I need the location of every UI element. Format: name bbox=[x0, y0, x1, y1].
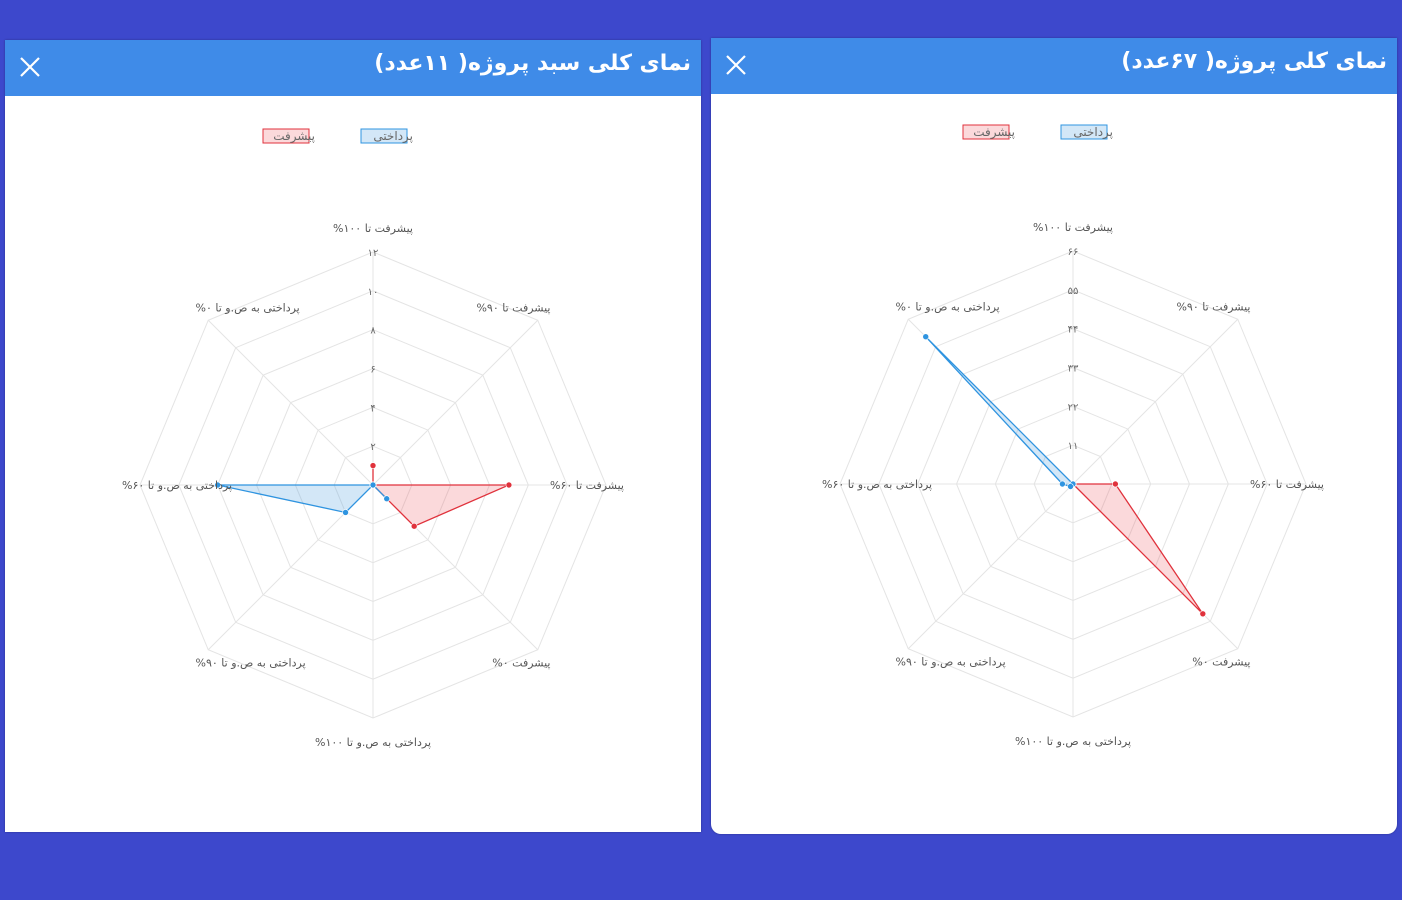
axis-label: پیشرفت تا ۱۰۰% bbox=[333, 222, 413, 235]
axis-label: پیشرفت تا ۱۰۰% bbox=[1033, 221, 1113, 234]
axis-label: پیشرفت تا ۶۰% bbox=[1250, 478, 1324, 491]
legend-swatch bbox=[262, 128, 310, 144]
tick-label: ۸ bbox=[370, 326, 376, 337]
radar-chart: ۲ ۴ ۶ ۸ ۱۰ ۱۲ پیشرفت تا ۱۰۰% پیشرفت تا ۹۰% پیشرف… bbox=[122, 128, 624, 749]
data-point[interactable] bbox=[342, 509, 349, 516]
data-point[interactable] bbox=[922, 333, 930, 341]
grid-spoke bbox=[372, 319, 539, 486]
series-area bbox=[372, 465, 510, 527]
grid-spoke bbox=[207, 319, 374, 486]
data-point[interactable] bbox=[1059, 480, 1066, 488]
data-point[interactable] bbox=[1112, 480, 1119, 488]
series-progress bbox=[369, 462, 513, 530]
axis-label: پیشرفت تا ۹۰% bbox=[1176, 301, 1250, 314]
axis-label: پرداختی به ص.و تا ۹۰% bbox=[896, 655, 1006, 668]
panel-header: نمای کلی پروژه( ۶۷عدد) bbox=[711, 38, 1397, 94]
axis-label: پرداختی به ص.و تا ۹۰% bbox=[196, 656, 306, 669]
close-icon[interactable] bbox=[723, 52, 749, 78]
tick-label: ۴ bbox=[370, 403, 375, 414]
axis-label: پرداختی به ص.و تا ۱۰۰% bbox=[315, 736, 431, 749]
legend-swatch bbox=[1060, 124, 1108, 140]
legend-item[interactable]: پرداختی bbox=[1060, 124, 1113, 140]
tick-label: ۲ bbox=[370, 442, 375, 453]
tick-label: ۱۱ bbox=[1068, 441, 1079, 452]
tick-label: ۱۰ bbox=[368, 287, 379, 298]
legend-label: پیشرفت bbox=[973, 125, 1015, 140]
data-point[interactable] bbox=[410, 522, 418, 530]
series-area bbox=[1071, 483, 1204, 615]
grid-spoke bbox=[907, 483, 1074, 650]
legend-item[interactable]: پیشرفت bbox=[962, 124, 1015, 140]
legend-swatch bbox=[962, 124, 1010, 140]
axis-label: پیشرفت تا ۶۰% bbox=[550, 479, 624, 492]
axis-label: پرداختی به ص.و تا ۶۰% bbox=[822, 478, 932, 491]
legend-label: پرداختی bbox=[1073, 125, 1113, 140]
axis-label: پرداختی به ص.و تا ۱۰۰% bbox=[1015, 735, 1131, 748]
legend-label: پرداختی bbox=[373, 129, 413, 144]
data-point[interactable] bbox=[369, 481, 377, 489]
legend: پرداختی پیشرفت bbox=[962, 124, 1113, 140]
series-area bbox=[217, 484, 388, 514]
legend-swatch bbox=[360, 128, 408, 144]
legend: پرداختی پیشرفت bbox=[262, 128, 413, 144]
series-payment bbox=[922, 333, 1077, 490]
axis-label: پرداختی به ص.و تا ۰% bbox=[896, 301, 1000, 314]
tick-label: ۱۲ bbox=[368, 248, 379, 259]
panel-header: نمای کلی سبد پروژه( ۱۱عدد) bbox=[5, 40, 701, 96]
close-icon[interactable] bbox=[17, 54, 43, 80]
data-point[interactable] bbox=[1199, 610, 1207, 618]
subportfolio-overview-panel: نمای کلی سبد پروژه( ۱۱عدد) ۲ ۴ ۶ ۸ ۱۰ ۱۲ پیشرف… bbox=[5, 40, 701, 832]
radar-grid bbox=[839, 250, 1307, 718]
series-payment bbox=[214, 481, 391, 516]
panel-title: نمای کلی پروژه( ۶۷عدد) bbox=[1121, 49, 1387, 74]
tick-label: ۶۶ bbox=[1068, 247, 1079, 258]
radar-chart: ۱۱ ۲۲ ۳۳ ۴۴ ۵۵ ۶۶ پیشرفت تا ۱۰۰% پیشرفت تا ۹۰% پ… bbox=[822, 124, 1324, 748]
axis-label: پیشرفت ۰% bbox=[492, 656, 550, 669]
tick-label: ۵۵ bbox=[1068, 286, 1079, 297]
axis-label: پرداختی به ص.و تا ۰% bbox=[196, 302, 300, 315]
legend-label: پیشرفت bbox=[273, 129, 315, 144]
legend-item[interactable]: پیشرفت bbox=[262, 128, 315, 144]
data-point[interactable] bbox=[505, 481, 513, 489]
series-progress bbox=[1069, 480, 1207, 618]
tick-label: ۶ bbox=[370, 365, 375, 376]
tick-label: ۲۲ bbox=[1068, 402, 1079, 413]
project-overview-panel: نمای کلی پروژه( ۶۷عدد) ۱۱ ۲۲ ۳۳ ۴۴ ۵۵ ۶۶ پیشرف… bbox=[711, 38, 1397, 834]
grid-spoke bbox=[1072, 318, 1239, 485]
data-point[interactable] bbox=[214, 481, 221, 489]
tick-label: ۴۴ bbox=[1068, 325, 1079, 336]
panel-title: نمای کلی سبد پروژه( ۱۱عدد) bbox=[374, 51, 691, 76]
data-point[interactable] bbox=[1067, 483, 1074, 490]
axis-label: پرداختی به ص.و تا ۶۰% bbox=[122, 479, 232, 492]
data-point[interactable] bbox=[369, 462, 377, 469]
axis-label: پیشرفت تا ۹۰% bbox=[476, 302, 550, 315]
legend-item[interactable]: پرداختی bbox=[360, 128, 413, 144]
tick-label: ۳۳ bbox=[1068, 364, 1079, 375]
axis-label: پیشرفت ۰% bbox=[1192, 655, 1250, 668]
data-point[interactable] bbox=[383, 495, 391, 503]
